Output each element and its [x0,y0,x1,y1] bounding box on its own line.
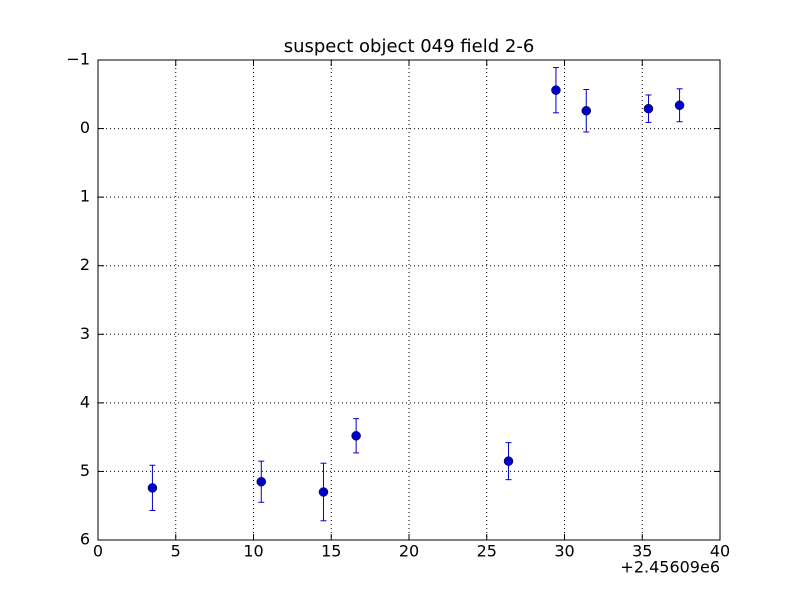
x-tick-label: 10 [243,542,263,561]
x-tick-label: 5 [171,542,181,561]
x-tick-label: 30 [554,542,574,561]
x-tick-label: 35 [632,542,652,561]
x-offset-label: +2.45609e6 [620,558,720,577]
y-tick-label: 2 [80,255,90,274]
y-tick-label: 1 [80,187,90,206]
data-point [643,103,654,114]
data-point [351,431,361,441]
y-tick-label: 4 [80,392,90,411]
data-point [581,105,592,116]
y-tick-label: −1 [66,50,90,69]
data-point [318,487,329,497]
x-tick-label: 25 [477,542,497,561]
x-tick-label: 15 [321,542,341,561]
y-tick-label: 0 [80,118,90,137]
chart-title: suspect object 049 field 2-6 [284,36,535,57]
data-point [256,476,267,487]
data-point [147,483,158,493]
y-tick-label: 3 [80,324,90,343]
y-tick-label: 5 [80,461,90,480]
x-tick-label: 40 [710,542,730,561]
x-tick-label: 20 [399,542,419,561]
x-tick-label: 0 [93,542,103,561]
plot-frame [97,59,721,541]
y-tick-label: 6 [80,530,90,549]
data-point [674,100,685,111]
data-point [551,85,561,95]
data-point [503,456,514,466]
